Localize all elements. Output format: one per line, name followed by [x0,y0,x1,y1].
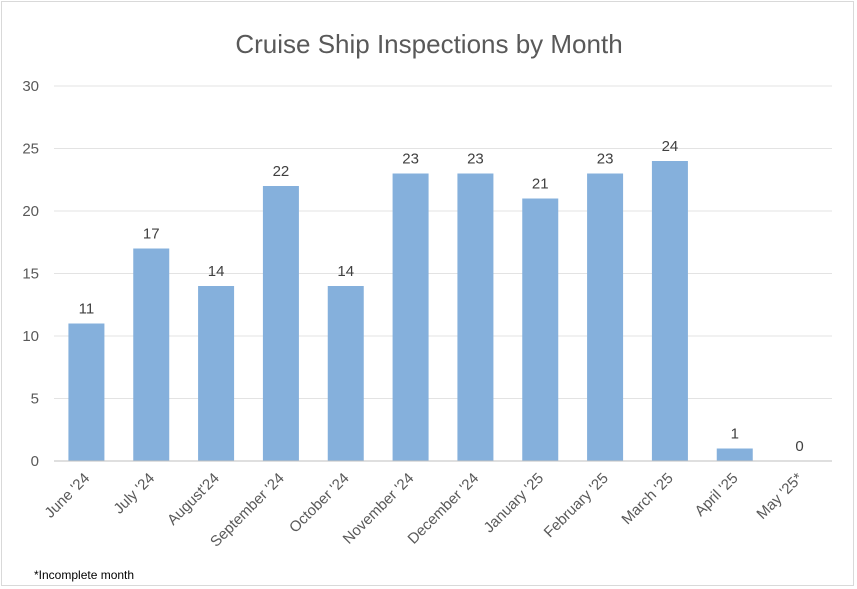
data-label: 17 [143,226,160,243]
x-tick-label: August'24 [164,470,223,529]
x-tick-label: February '25 [541,470,612,541]
bar [262,186,299,461]
y-tick-label: 20 [22,203,39,220]
data-labels: 11 17 14 22 14 23 23 21 23 24 1 0 [79,138,804,455]
x-tick-label: July '24 [110,470,158,518]
data-label: 11 [79,301,95,318]
bar [716,448,753,461]
bar [587,173,624,461]
y-tick-label: 15 [22,266,39,283]
x-tick-label: April '25 [692,470,742,520]
y-tick-label: 25 [22,141,39,158]
y-axis-ticks: 0 5 10 15 20 25 30 [22,78,39,470]
data-label: 14 [337,263,354,280]
bar [392,173,429,461]
data-label: 14 [208,263,225,280]
bars [68,161,753,461]
bar [68,323,105,461]
bar [133,248,170,461]
y-tick-label: 30 [22,78,39,95]
x-tick-label: October '24 [286,470,353,537]
bar [651,161,688,461]
gridlines [54,85,832,399]
data-label: 21 [532,176,549,193]
chart-title: Cruise Ship Inspections by Month [235,29,622,59]
bar [198,286,235,461]
data-label: 0 [795,438,803,455]
data-label: 23 [402,151,419,168]
data-label: 1 [731,426,739,443]
x-tick-label: January '25 [481,470,548,537]
x-tick-label: May '25* [753,470,806,523]
x-tick-label: June '24 [41,470,93,522]
x-tick-label: March '25 [618,470,676,528]
bar [457,173,494,461]
data-label: 22 [273,163,290,180]
y-tick-label: 10 [22,328,39,345]
footnote: *Incomplete month [34,568,134,582]
bar [522,198,559,461]
data-label: 23 [467,151,484,168]
y-tick-label: 0 [31,453,39,470]
data-label: 23 [597,151,614,168]
data-label: 24 [662,138,679,155]
y-tick-label: 5 [31,391,39,408]
bar [327,286,364,461]
